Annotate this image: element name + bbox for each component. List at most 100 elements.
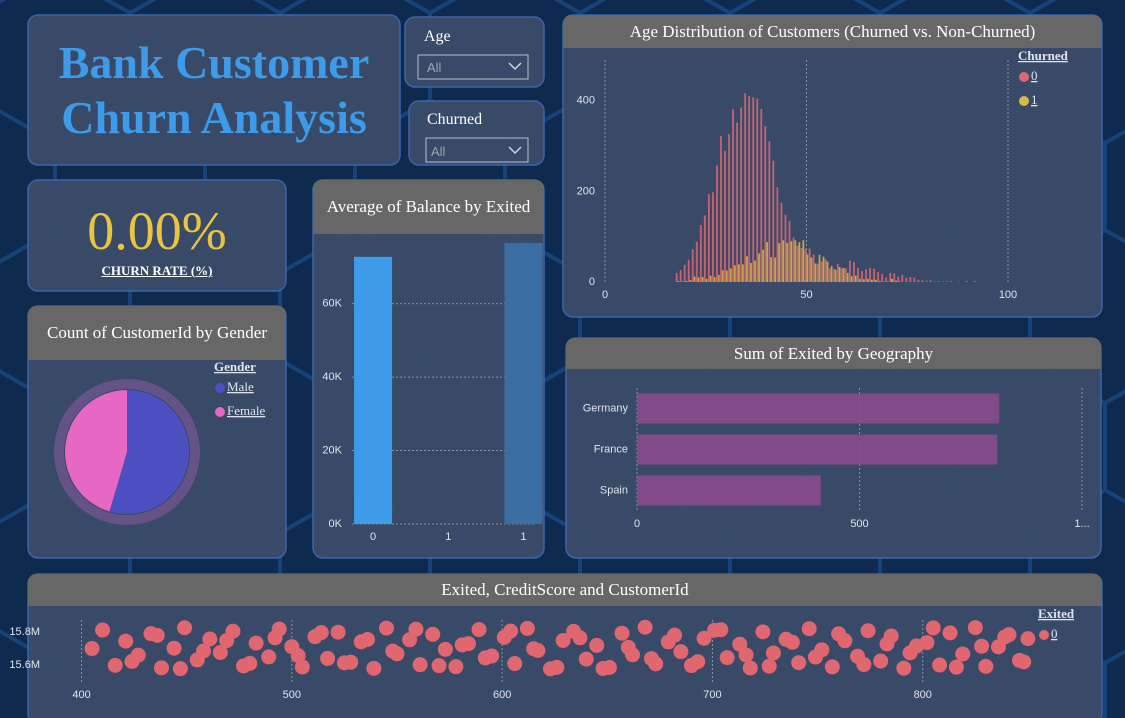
- bar: [721, 270, 724, 282]
- point: [932, 657, 948, 673]
- y-tick-label: 60K: [322, 298, 342, 310]
- y-tick-label: France: [594, 443, 628, 455]
- point: [896, 660, 912, 676]
- bar: [711, 192, 714, 282]
- point: [696, 630, 712, 646]
- bar: [354, 256, 393, 524]
- bar: [853, 262, 855, 282]
- bar: [861, 271, 863, 282]
- point: [589, 637, 605, 653]
- point: [942, 625, 958, 641]
- point: [902, 645, 918, 661]
- bar: [725, 270, 728, 282]
- bar: [824, 259, 827, 282]
- bar: [637, 475, 821, 506]
- point: [713, 622, 729, 638]
- point: [212, 644, 228, 660]
- bar: [834, 269, 837, 282]
- bar: [742, 264, 744, 282]
- bar: [637, 393, 1000, 424]
- point: [202, 631, 218, 647]
- bar: [701, 277, 704, 282]
- bar: [917, 279, 920, 282]
- point: [673, 644, 689, 660]
- bar: [879, 281, 881, 282]
- bar: [740, 107, 743, 282]
- point: [761, 658, 777, 674]
- churned-dropdown[interactable]: [425, 137, 529, 163]
- plot-area: [354, 243, 543, 524]
- point: [1016, 654, 1032, 670]
- bar: [788, 220, 791, 282]
- point: [431, 658, 447, 674]
- point: [477, 650, 493, 666]
- legend-title: Exited: [1038, 606, 1075, 621]
- bar: [820, 261, 823, 282]
- bar: [816, 263, 819, 282]
- bar: [891, 278, 893, 282]
- point: [925, 620, 941, 636]
- point: [978, 658, 994, 674]
- point: [555, 632, 571, 648]
- bar: [881, 273, 884, 282]
- point: [1020, 631, 1036, 647]
- point: [124, 653, 140, 669]
- bar: [889, 272, 892, 282]
- point: [997, 629, 1013, 645]
- point: [667, 627, 683, 643]
- pie-ring: [54, 379, 200, 525]
- kpi-label: CHURN RATE (%): [101, 263, 213, 278]
- point: [219, 633, 235, 649]
- bar: [796, 245, 799, 282]
- point: [320, 650, 336, 666]
- bar: [720, 136, 722, 282]
- bar: [875, 279, 877, 282]
- point: [248, 635, 264, 651]
- x-tick-label: 0: [634, 518, 640, 530]
- bar: [850, 276, 853, 282]
- bar: [737, 264, 740, 282]
- chart-title: Average of Balance by Exited: [313, 180, 544, 234]
- bar: [893, 273, 896, 282]
- bar: [909, 277, 912, 282]
- bar: [870, 279, 873, 282]
- y-tick-label: 0K: [329, 518, 343, 530]
- kpi-panel: [27, 179, 287, 292]
- bar: [844, 268, 847, 282]
- bar: [705, 278, 708, 282]
- bar: [810, 257, 813, 282]
- point: [738, 647, 754, 663]
- bar: [776, 187, 779, 282]
- legend-title: Gender: [214, 359, 256, 374]
- y-tick-label: 15.8M: [9, 626, 40, 638]
- point: [801, 621, 817, 637]
- legend-label: 0: [1031, 68, 1038, 83]
- bar: [885, 277, 888, 282]
- x-tick-label: 500: [850, 518, 868, 530]
- x-tick-label: 700: [703, 689, 721, 701]
- bar: [790, 241, 793, 282]
- bar: [780, 202, 783, 282]
- bar: [836, 263, 839, 282]
- age-dropdown[interactable]: [417, 54, 529, 80]
- bar: [804, 248, 807, 282]
- bar: [764, 126, 767, 282]
- y-tick-label: 200: [577, 185, 595, 197]
- y-tick-label: 400: [577, 95, 595, 107]
- pie-slice: [109, 390, 190, 514]
- x-tick-label: 0: [602, 289, 608, 301]
- dashboard-title: Bank Customer Churn Analysis: [58, 37, 370, 143]
- bar: [838, 267, 841, 282]
- chevron: [508, 146, 522, 155]
- panels: [27, 14, 1103, 718]
- point: [784, 634, 800, 650]
- bar: [637, 434, 998, 465]
- point: [549, 659, 565, 675]
- point: [177, 620, 193, 636]
- point: [95, 622, 111, 638]
- legend-marker: [215, 407, 225, 417]
- bar: [792, 237, 795, 282]
- bar: [812, 254, 815, 282]
- point: [408, 621, 424, 637]
- x-tick-label: 600: [493, 689, 511, 701]
